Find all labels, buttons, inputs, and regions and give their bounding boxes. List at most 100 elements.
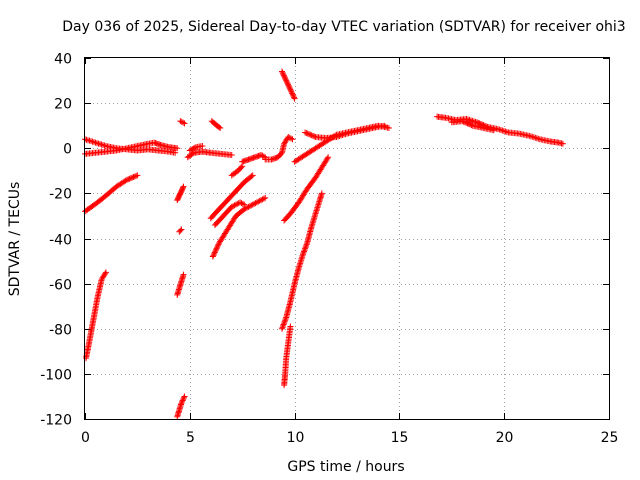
data-point [288, 89, 295, 96]
data-point [306, 131, 313, 138]
data-point [281, 73, 288, 80]
data-point [217, 124, 224, 131]
data-point [214, 242, 221, 249]
data-point [102, 269, 109, 276]
data-point [289, 136, 296, 143]
data-point [285, 82, 292, 89]
data-point [122, 177, 129, 184]
series-track-15 [211, 199, 248, 228]
y-tick-label: 20 [54, 97, 72, 113]
data-point [215, 241, 222, 248]
data-point [125, 176, 132, 183]
series-track-09 [177, 118, 188, 127]
data-point [190, 145, 197, 152]
series-track-26 [448, 118, 497, 134]
data-point [213, 246, 219, 253]
x-tick-label: 20 [496, 430, 514, 446]
data-point [282, 317, 289, 324]
series-track-08 [174, 183, 187, 204]
data-point [248, 173, 255, 180]
data-point [214, 244, 221, 251]
data-point [260, 195, 267, 202]
data-point [463, 119, 470, 126]
series-track-17 [239, 152, 269, 165]
data-point [307, 131, 314, 138]
data-point [180, 394, 187, 401]
data-point [211, 249, 218, 256]
data-point [302, 129, 309, 136]
data-point [291, 94, 298, 101]
y-axis-label: SDTVAR / TECUs [7, 182, 23, 297]
data-point [284, 80, 291, 87]
data-point [301, 248, 308, 255]
series-track-16 [228, 163, 246, 179]
data-point [459, 118, 466, 125]
data-point [299, 251, 306, 258]
data-point [460, 118, 467, 125]
data-point [241, 201, 248, 208]
x-axis-label: GPS time / hours [287, 459, 404, 475]
data-point [199, 142, 206, 149]
data-point [461, 119, 468, 126]
data-point [279, 69, 286, 76]
x-tick-label: 0 [81, 430, 90, 446]
data-point [283, 77, 290, 84]
data-point [134, 172, 141, 179]
series-track-20 [281, 154, 332, 224]
data-point [239, 200, 246, 207]
data-point [287, 86, 294, 93]
series-track-04 [83, 269, 109, 362]
data-point [127, 175, 134, 182]
data-point [289, 91, 296, 98]
plot-frame [84, 57, 610, 420]
data-point [476, 120, 483, 127]
data-point [288, 87, 295, 94]
data-point [385, 124, 392, 131]
x-tick-label: 15 [391, 430, 409, 446]
data-point [228, 152, 235, 159]
data-point [212, 248, 219, 255]
data-point [281, 320, 288, 327]
series-track-22 [281, 323, 294, 389]
series-track-11 [186, 142, 206, 154]
data-point [131, 173, 138, 180]
series-track-24 [302, 122, 388, 142]
data-point [126, 175, 133, 182]
x-tick-label: 10 [287, 430, 305, 446]
data-point [133, 172, 140, 179]
data-point [172, 149, 179, 156]
x-tick-label: 5 [186, 430, 195, 446]
data-point [181, 120, 188, 127]
series-track-05 [174, 393, 188, 420]
data-point [180, 119, 187, 126]
data-point [189, 146, 196, 153]
data-point [281, 318, 288, 325]
data-point [129, 174, 136, 181]
grid-lines [85, 58, 609, 419]
series-track-10 [184, 148, 235, 161]
x-tick-label: 25 [601, 430, 619, 446]
series-track-13 [207, 172, 256, 222]
data-point [213, 245, 220, 252]
data-point [209, 253, 216, 260]
data-point [282, 74, 289, 81]
data-point [238, 164, 245, 171]
data-point [468, 122, 475, 129]
data-point [467, 121, 474, 128]
data-point [180, 183, 187, 190]
y-tick-label: -100 [40, 368, 72, 384]
data-point [490, 127, 497, 134]
data-point [280, 322, 287, 329]
data-point [123, 176, 130, 183]
data-point [177, 227, 184, 234]
data-point [280, 321, 287, 328]
data-point [302, 244, 309, 251]
data-point [130, 174, 137, 181]
data-point [179, 397, 186, 404]
data-point [211, 250, 218, 257]
series-track-21 [279, 190, 325, 332]
chart-title: Day 036 of 2025, Sidereal Day-to-day VTE… [62, 19, 625, 35]
data-point [381, 122, 388, 129]
data-point [283, 78, 290, 85]
